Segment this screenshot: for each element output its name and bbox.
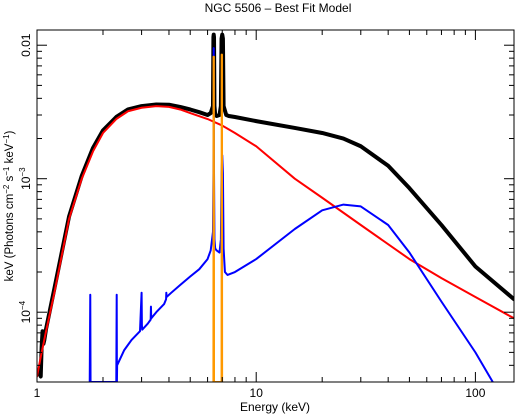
y-axis-label: keV (Photons cm−2 s−1 keV−1) xyxy=(2,130,16,281)
chart-title: NGC 5506 – Best Fit Model xyxy=(205,1,352,15)
x-tick-label: 100 xyxy=(465,386,485,400)
x-tick-label: 1 xyxy=(34,386,41,400)
y-tick-label: 0.01 xyxy=(19,33,33,57)
series-line-1 xyxy=(37,32,514,379)
x-tick-label: 10 xyxy=(250,386,264,400)
x-axis-label: Energy (keV) xyxy=(240,400,310,414)
series-line-4 xyxy=(212,53,224,382)
series-line-2 xyxy=(37,105,514,378)
plot-frame xyxy=(36,29,515,383)
series-line-3 xyxy=(88,47,494,382)
axes-ticks: 1 10 100 10−4 10−3 0.01 xyxy=(18,30,514,400)
y-tick-label: 10−3 xyxy=(18,167,33,190)
plot-lines xyxy=(37,32,514,382)
y-tick-label: 10−4 xyxy=(18,300,33,323)
